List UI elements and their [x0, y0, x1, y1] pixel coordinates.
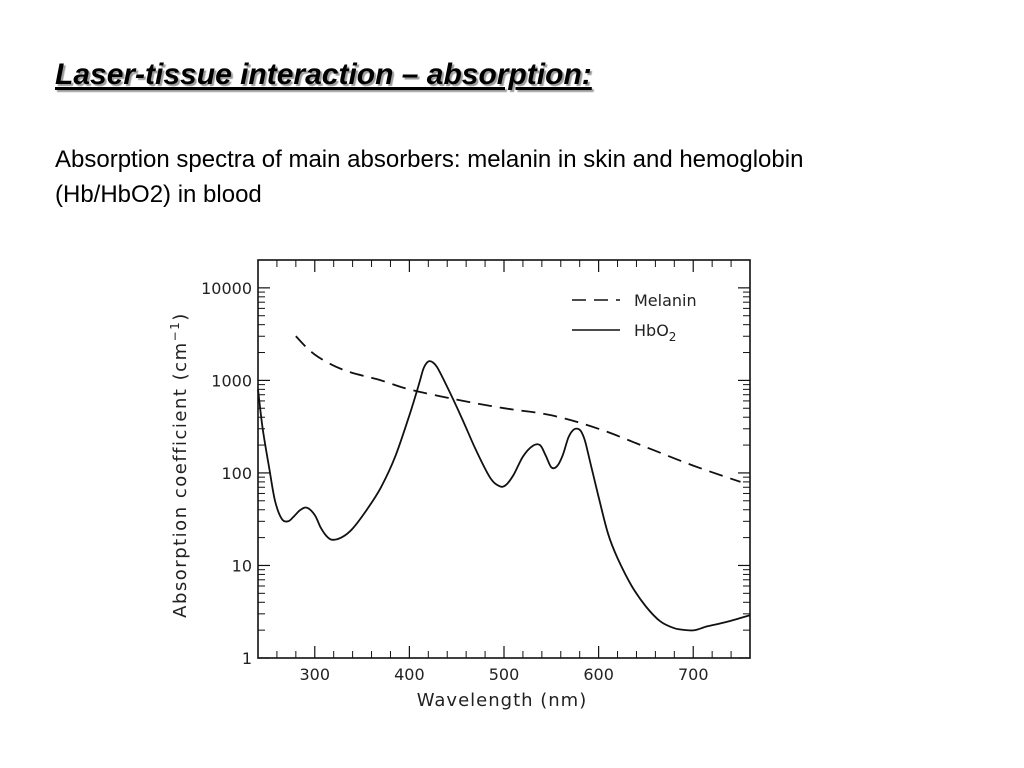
y-tick-label: 100 [221, 464, 252, 483]
legend-label-hbo: HbO2 [634, 321, 676, 344]
y-tick-label: 10 [232, 556, 252, 575]
legend-label-melanin: Melanin [634, 291, 697, 310]
x-axis-ticks: 300 400 500 600 700 [276, 260, 751, 684]
x-tick-label: 600 [583, 665, 614, 684]
slide-title: Laser-tissue interaction – absorption: [55, 58, 592, 91]
x-axis-label: Wavelength (nm) [417, 690, 588, 711]
y-axis-label: Absorption coefficient (cm−1) [168, 312, 191, 618]
y-axis-ticks: 1 10 100 1000 10000 [201, 259, 750, 668]
series-line-hbo [257, 360, 751, 632]
slide-subtitle: Absorption spectra of main absorbers: me… [55, 146, 804, 208]
y-tick-label: 1 [242, 649, 252, 668]
x-tick-label: 500 [489, 665, 520, 684]
y-tick-label: 10000 [201, 279, 252, 298]
series-layer [257, 335, 751, 632]
legend: Melanin HbO2 [572, 291, 697, 344]
x-tick-label: 300 [299, 665, 330, 684]
absorption-spectra-chart: 1 10 100 1000 10000 300 400 500 600 700 Melanin H… [168, 259, 751, 711]
x-tick-label: 400 [394, 665, 425, 684]
x-tick-label: 700 [678, 665, 709, 684]
y-tick-label: 1000 [211, 371, 252, 390]
series-line-melanin [295, 335, 741, 483]
